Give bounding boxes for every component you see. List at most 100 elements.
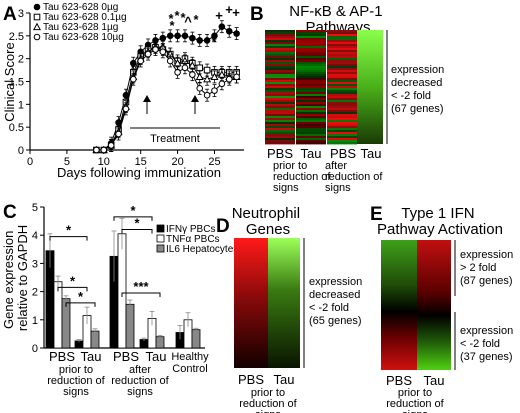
b-heat-cell-1-22	[296, 74, 326, 77]
a-legend-marker-0	[33, 3, 41, 11]
c-sig-bracket-3	[113, 216, 153, 221]
a-y-tick-label-0: 0	[18, 145, 24, 157]
b-heat-cell-1-11	[296, 52, 326, 55]
e-annotation-up-line-0: expression	[460, 249, 513, 261]
b-heat-cell-2-30	[327, 90, 357, 93]
b-heat-cell-2-11	[327, 52, 357, 55]
b-heat-cell-1-21	[296, 72, 326, 75]
a-legend-marker-1	[33, 13, 41, 21]
b-heat-cell-1-10	[296, 50, 326, 53]
c-sig-mark-1: *	[70, 273, 76, 288]
b-heat-cell-0-23	[265, 76, 295, 79]
a-point-0-10	[166, 32, 174, 40]
b-heat-cell-2-20	[327, 70, 357, 73]
a-legend-marker-2	[32, 22, 42, 31]
b-group-0-line-2: signs	[273, 182, 299, 194]
a-sig-mark-0: *	[168, 11, 174, 26]
a-point-2-15	[203, 74, 212, 83]
d-annotation-line-2: < -2 fold	[309, 302, 349, 314]
b-heat-cell-0-33	[265, 96, 295, 99]
b-heat-cell-2-5	[327, 40, 357, 43]
b-heat-cell-0-22	[265, 74, 295, 77]
c-legend-label-1: TNFα PBCs	[166, 234, 220, 245]
e-title-line-1: Type 1 IFN	[401, 205, 474, 222]
e-heat-column-tau	[417, 240, 451, 370]
b-heat-cell-0-43	[265, 116, 295, 119]
a-point-3-12	[181, 64, 189, 72]
panel-label-e: E	[370, 204, 383, 225]
a-y-tick-label-5: 2.5	[9, 31, 24, 43]
panel-label-b: B	[250, 4, 264, 25]
b-heat-cell-2-23	[327, 76, 357, 79]
a-point-0-5	[130, 59, 137, 67]
b-heat-cell-0-10	[265, 50, 295, 53]
c-cat-label-3: Tau	[146, 349, 167, 364]
c-sig-mark-4: *	[134, 216, 140, 231]
b-heat-cell-2-18	[327, 66, 357, 69]
a-significance-marks: * * *^ *** * *+ + +	[168, 2, 240, 49]
e-annotation-down-line-1: < -2 fold	[460, 338, 500, 350]
c-bars	[45, 217, 201, 349]
panel-label-d: D	[216, 216, 230, 237]
c-ticks: 0 1 2 3 4 5	[32, 202, 44, 355]
d-title-line-1: Neutrophil	[232, 205, 300, 222]
a-sig-mark-3: ^	[184, 14, 192, 29]
b-heat-cell-1-42	[296, 114, 326, 117]
c-legend-swatch-0	[156, 224, 165, 233]
c-legend-label-0: IFNγ PBCs	[166, 224, 215, 235]
b-col-label-1: Tau	[301, 146, 322, 161]
b-annotation-line-3: (67 genes)	[391, 103, 444, 115]
a-point-2-11	[173, 58, 182, 67]
b-heat-cell-0-20	[265, 70, 295, 73]
a-sig-mark-4: *	[193, 12, 199, 27]
a-series	[92, 20, 241, 154]
c-group-1-line-1: reduction of	[111, 375, 169, 387]
b-heat-cell-0-37	[265, 104, 295, 107]
treatment-end-arrowhead	[191, 95, 199, 102]
b-heat-cell-2-39	[327, 108, 357, 111]
treatment-label: Treatment	[150, 133, 200, 145]
a-sig-mark-6: *	[196, 34, 202, 49]
c-group-1-line-2: signs	[127, 386, 153, 398]
b-heat-cell-0-53	[265, 136, 295, 139]
c-sig-mark-2: *	[78, 289, 84, 304]
b-heat-cell-1-5	[296, 40, 326, 43]
b-heat-cell-2-37	[327, 104, 357, 107]
a-legend-label-0: Tau 623-628 0µg	[43, 2, 118, 13]
b-heat-cell-1-36	[296, 102, 326, 105]
c-sig-mark-0: *	[66, 223, 72, 238]
b-heat-cell-2-19	[327, 68, 357, 71]
b-heat-cell-0-1	[265, 32, 295, 35]
b-heat-cell-2-10	[327, 50, 357, 53]
a-legend-marker-3	[33, 33, 41, 41]
b-heat-cell-1-4	[296, 38, 326, 41]
b-heat-cell-1-48	[296, 126, 326, 129]
a-point-3-15	[203, 91, 211, 99]
c-group-0-line-0: prior to	[59, 364, 93, 376]
a-point-0-11	[174, 32, 181, 40]
b-heat-cell-1-55	[296, 140, 326, 143]
b-heat-cell-1-46	[296, 122, 326, 125]
b-heat-cell-2-32	[327, 94, 357, 97]
a-x-tick-label-0: 0	[27, 156, 33, 168]
b-heat-cell-1-51	[296, 132, 326, 135]
b-heat-cell-2-34	[327, 98, 357, 101]
a-point-0-14	[196, 37, 204, 44]
b-heat-cell-0-19	[265, 68, 295, 71]
c-sig-bracket-0	[49, 236, 88, 241]
b-heat-cell-2-9	[327, 48, 357, 51]
b-heat-cell-2-44	[327, 118, 357, 121]
b-heat-cell-1-28	[296, 86, 326, 89]
panel-c: C 0 1 2 3 4 5 Gene expression relative to GAP…	[1, 202, 238, 398]
b-heat-cell-1-0	[296, 30, 326, 33]
d-annotation-line-0: expression	[309, 276, 362, 288]
b-heat-cell-2-53	[327, 136, 357, 139]
a-x-tick-label-2: 10	[98, 156, 110, 168]
b-heat-cell-2-35	[327, 100, 357, 103]
b-heat-cell-0-49	[265, 128, 295, 131]
d-annotation-line-1: decreased	[309, 289, 360, 301]
